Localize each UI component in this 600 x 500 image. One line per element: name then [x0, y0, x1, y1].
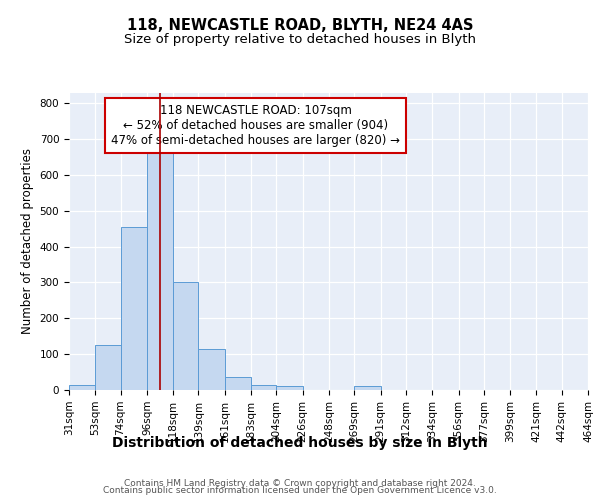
Text: 118, NEWCASTLE ROAD, BLYTH, NE24 4AS: 118, NEWCASTLE ROAD, BLYTH, NE24 4AS — [127, 18, 473, 32]
Bar — [225, 378, 251, 390]
Bar — [277, 386, 303, 390]
Bar — [199, 349, 225, 390]
Text: Distribution of detached houses by size in Blyth: Distribution of detached houses by size … — [112, 436, 488, 450]
Y-axis label: Number of detached properties: Number of detached properties — [21, 148, 34, 334]
Bar — [147, 150, 173, 390]
Text: 118 NEWCASTLE ROAD: 107sqm
← 52% of detached houses are smaller (904)
47% of sem: 118 NEWCASTLE ROAD: 107sqm ← 52% of deta… — [112, 104, 400, 148]
Text: Contains public sector information licensed under the Open Government Licence v3: Contains public sector information licen… — [103, 486, 497, 495]
Bar — [69, 384, 95, 390]
Bar — [95, 345, 121, 390]
Text: Size of property relative to detached houses in Blyth: Size of property relative to detached ho… — [124, 32, 476, 46]
Text: Contains HM Land Registry data © Crown copyright and database right 2024.: Contains HM Land Registry data © Crown c… — [124, 478, 476, 488]
Bar — [251, 384, 277, 390]
Bar — [354, 386, 380, 390]
Bar — [173, 282, 199, 390]
Bar — [121, 227, 147, 390]
